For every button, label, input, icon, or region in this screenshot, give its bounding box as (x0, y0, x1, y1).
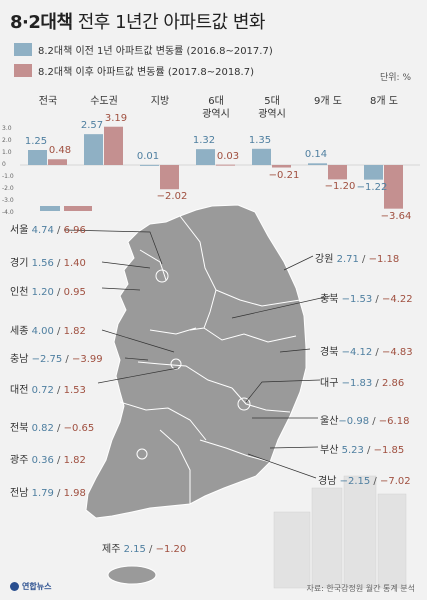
value-label-before: 1.32 (192, 135, 216, 147)
region-jeonnam: 전남 1.79 / 1.98 (10, 488, 86, 499)
bar-after (328, 165, 347, 180)
legend-swatch-after (14, 64, 32, 77)
value-label-before: 0.01 (136, 150, 160, 162)
value-label-after: 0.48 (48, 145, 72, 157)
bar-before (28, 150, 47, 165)
region-sejong: 세종 4.00 / 1.82 (10, 326, 86, 337)
region-incheon: 인천 1.20 / 0.95 (10, 287, 86, 298)
source-note: 자료: 한국감정원 월간 통계 분석 (306, 584, 415, 593)
y-tick-label: 0 (2, 161, 6, 168)
value-label-before: 1.35 (248, 134, 272, 146)
publisher-logo: 연합뉴스 (10, 581, 51, 592)
skyline-decoration (273, 475, 407, 589)
category-label: 지방 (150, 96, 170, 107)
legend-label-after: 8.2대책 이후 아파트값 변동률 (2017.8~2018.7) (38, 67, 254, 78)
region-jeju: 제주 2.15 / −1.20 (102, 544, 187, 555)
y-tick-label: -3.0 (2, 197, 14, 204)
y-tick-label: 3.0 (2, 125, 12, 132)
bar-after (272, 165, 291, 168)
category-label: 전국 (38, 96, 58, 107)
jeju-island (107, 565, 157, 585)
region-jeonbuk: 전북 0.82 / −0.65 (10, 423, 95, 434)
value-label-before: −1.22 (356, 181, 388, 193)
bar-after (160, 165, 179, 190)
category-label: 9개 도 (314, 96, 342, 107)
value-label-after: 0.03 (216, 150, 240, 162)
category-label: 8개 도 (370, 96, 398, 107)
legend-item-after: 8.2대책 이후 아파트값 변동률 (2017.8~2018.7) (14, 63, 254, 78)
legend-item-before: 8.2대책 이전 1년 아파트값 변동률 (2016.8~2017.7) (14, 42, 273, 57)
value-label-after: −1.20 (324, 181, 356, 193)
unit-label: 단위: % (379, 73, 411, 83)
value-label-after: −3.64 (380, 210, 412, 222)
chart-title: 8·2대책 전후 1년간 아파트값 변화 (10, 12, 265, 33)
value-label-after: −0.21 (268, 169, 300, 181)
bar-before (140, 164, 159, 166)
region-seoul: 서울 4.74 / 6.96 (10, 225, 86, 236)
category-label: 5대 광역시 (258, 96, 286, 120)
region-ulsan: 울산−0.98 / −6.18 (320, 416, 410, 427)
korea-map (40, 204, 407, 589)
seoul-bar-before (40, 206, 60, 211)
region-chungbuk: 충북 −1.53 / −4.22 (320, 294, 413, 305)
bar-after (384, 165, 403, 209)
region-busan: 부산 5.23 / −1.85 (320, 445, 405, 456)
leader-lines (63, 229, 331, 479)
category-label: 수도권 (90, 96, 118, 107)
bar-chart (20, 126, 420, 209)
value-label-after: −2.02 (156, 191, 188, 203)
region-daejeon: 대전 0.72 / 1.53 (10, 385, 86, 396)
logo-icon (10, 582, 19, 591)
bar-before (308, 163, 327, 165)
region-gyeonggi: 경기 1.56 / 1.40 (10, 258, 86, 269)
value-label-before: 0.14 (304, 149, 328, 161)
bar-before (196, 149, 215, 165)
region-gangwon: 강원 2.71 / −1.18 (315, 254, 400, 265)
region-gwangju: 광주 0.36 / 1.82 (10, 455, 86, 466)
korean-peninsula (85, 204, 307, 519)
category-label: 6대 광역시 (202, 96, 230, 120)
bar-before (252, 148, 271, 165)
bar-before (84, 134, 103, 165)
region-chungnam: 충남 −2.75 / −3.99 (10, 354, 103, 365)
region-gyeongbuk: 경북 −4.12 / −4.83 (320, 347, 413, 358)
value-label-before: 1.25 (24, 136, 48, 147)
bar-after (104, 126, 123, 165)
region-daegu: 대구 −1.83 / 2.86 (320, 378, 405, 389)
value-label-after: 3.19 (104, 112, 128, 124)
y-tick-label: 1.0 (2, 149, 12, 156)
region-gyeongnam: 경남 −2.15 / −7.02 (318, 476, 411, 487)
y-tick-label: -4.0 (2, 209, 14, 216)
y-tick-label: -2.0 (2, 185, 14, 192)
bar-before (364, 165, 383, 180)
y-tick-label: -1.0 (2, 173, 14, 180)
bar-after (48, 159, 67, 165)
region-boundaries (119, 215, 301, 504)
legend-label-before: 8.2대책 이전 1년 아파트값 변동률 (2016.8~2017.7) (38, 46, 273, 57)
bar-after (216, 164, 235, 166)
legend-swatch-before (14, 43, 32, 56)
y-tick-label: 2.0 (2, 137, 12, 144)
seoul-bar-after (64, 206, 92, 211)
value-label-before: 2.57 (80, 120, 104, 132)
